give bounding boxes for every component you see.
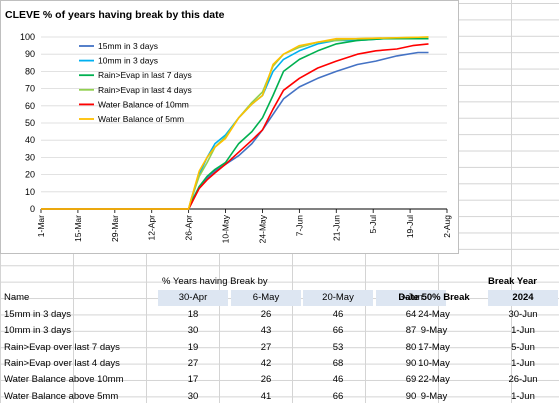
- table-cell-percent: 66: [332, 325, 344, 337]
- series-line-3: [41, 37, 429, 210]
- x-tick-label: 10-May: [221, 214, 231, 243]
- table-cell-percent: 18: [187, 309, 199, 320]
- table-cell-percent: 87: [405, 325, 417, 337]
- legend-label: Water Balance of 5mm: [98, 114, 184, 124]
- legend-label: Water Balance of 10mm: [98, 99, 189, 109]
- table-row-name: Water Balance above 5mm: [4, 390, 119, 402]
- table-cell-percent: 90: [405, 390, 417, 402]
- table-cell-date-50: 22-May: [418, 374, 450, 386]
- y-tick-label: 30: [25, 152, 35, 162]
- chart-object[interactable]: CLEVE % of years having break by this da…: [0, 0, 459, 254]
- table-header-percent: % Years having Break by: [162, 276, 268, 287]
- table-cell-percent: 46: [332, 374, 344, 386]
- table-cell-percent: 80: [405, 341, 417, 353]
- table-cell-percent: 69: [405, 374, 417, 386]
- x-tick-label: 19-Jul: [405, 215, 415, 238]
- table-cell-percent: 17: [187, 374, 199, 386]
- y-tick-label: 70: [25, 84, 35, 94]
- x-tick-label: 2-Aug: [442, 215, 452, 238]
- y-tick-label: 10: [25, 187, 35, 197]
- x-tick-label: 26-Apr: [184, 215, 194, 241]
- table-cell-percent: 90: [405, 357, 417, 369]
- x-tick-label: 21-Jun: [331, 215, 341, 241]
- table-row-name: 10mm in 3 days: [4, 325, 72, 337]
- y-tick-label: 20: [25, 170, 35, 180]
- table-cell-break-year: 5-Jun: [511, 341, 535, 353]
- table-row-name: Rain>Evap over last 4 days: [4, 357, 120, 369]
- table-cell-percent: 53: [332, 341, 344, 353]
- y-tick-label: 0: [30, 204, 35, 214]
- table-cell-date-50: 9-May: [420, 390, 448, 402]
- table-cell-break-year: 1-Jun: [511, 357, 535, 369]
- table-cell-percent: 68: [332, 357, 344, 369]
- table-header-date-col: 3-Jun: [376, 290, 446, 306]
- legend-label: Rain>Evap in last 7 days: [98, 70, 192, 80]
- table-cell-percent: 41: [260, 390, 272, 402]
- table-cell-percent: 46: [332, 309, 344, 320]
- legend-label: 10mm in 3 days: [98, 56, 158, 66]
- table-cell-percent: 26: [260, 374, 272, 386]
- table-cell-percent: 43: [260, 325, 272, 337]
- table-cell-break-year: 26-Jun: [508, 374, 538, 386]
- table-cell-percent: 26: [260, 309, 272, 320]
- table-header-date-col: 6-May: [231, 290, 301, 306]
- table-cell-percent: 64: [405, 309, 417, 320]
- series-line-5: [41, 43, 429, 210]
- legend-label: 15mm in 3 days: [98, 41, 158, 51]
- table-cell-percent: 27: [260, 341, 272, 353]
- x-tick-label: 15-Mar: [73, 215, 83, 242]
- chart-title: CLEVE % of years having break by this da…: [5, 9, 225, 21]
- x-tick-label: 5-Jul: [368, 215, 378, 234]
- table-row-name: Water Balance above 10mm: [4, 374, 124, 386]
- table-cell-percent: 30: [187, 325, 199, 337]
- x-tick-label: 29-Mar: [110, 215, 120, 242]
- y-tick-label: 40: [25, 135, 35, 145]
- x-tick-label: 12-Apr: [147, 215, 157, 241]
- table-header-date-col: 20-May: [303, 290, 373, 306]
- y-tick-label: 100: [20, 32, 35, 42]
- table-row-name: 15mm in 3 days: [4, 309, 72, 320]
- series-line-6: [41, 36, 429, 210]
- legend-label: Rain>Evap in last 4 days: [98, 85, 192, 95]
- table-cell-date-50: 9-May: [420, 325, 448, 337]
- y-tick-label: 60: [25, 101, 35, 111]
- x-tick-label: 7-Jun: [294, 215, 304, 237]
- table-header-break-year: Break Year: [488, 276, 537, 287]
- table-cell-percent: 19: [187, 341, 199, 353]
- x-tick-label: 1-Mar: [36, 215, 46, 237]
- table-header-name: Name: [4, 292, 30, 303]
- table-cell-date-50: 10-May: [418, 357, 450, 369]
- table-header-date-col: 30-Apr: [158, 290, 228, 306]
- table-cell-percent: 30: [187, 390, 199, 402]
- table-cell-percent: 66: [332, 390, 344, 402]
- line-chart: 0 10 20 30 40 50 60 70 80 90 100 1-Mar 15-Mar 29-Mar 1…: [20, 32, 452, 243]
- table-cell-break-year: 1-Jun: [511, 390, 535, 402]
- y-tick-label: 90: [25, 49, 35, 59]
- table-cell-break-year: 30-Jun: [508, 309, 538, 320]
- table-header-date-50: Date 50% Break: [398, 292, 470, 303]
- table-cell-date-50: 17-May: [418, 341, 450, 353]
- table-header-year: 2024: [488, 290, 558, 306]
- y-tick-label: 50: [25, 118, 35, 128]
- table-row-name: Rain>Evap over last 7 days: [4, 341, 120, 353]
- x-tick-label: 24-May: [257, 214, 267, 243]
- table-cell-date-50: 24-May: [418, 309, 450, 320]
- table-cell-percent: 42: [260, 357, 272, 369]
- y-tick-label: 80: [25, 66, 35, 76]
- table-cell-break-year: 1-Jun: [511, 325, 535, 337]
- table-cell-percent: 27: [187, 357, 199, 369]
